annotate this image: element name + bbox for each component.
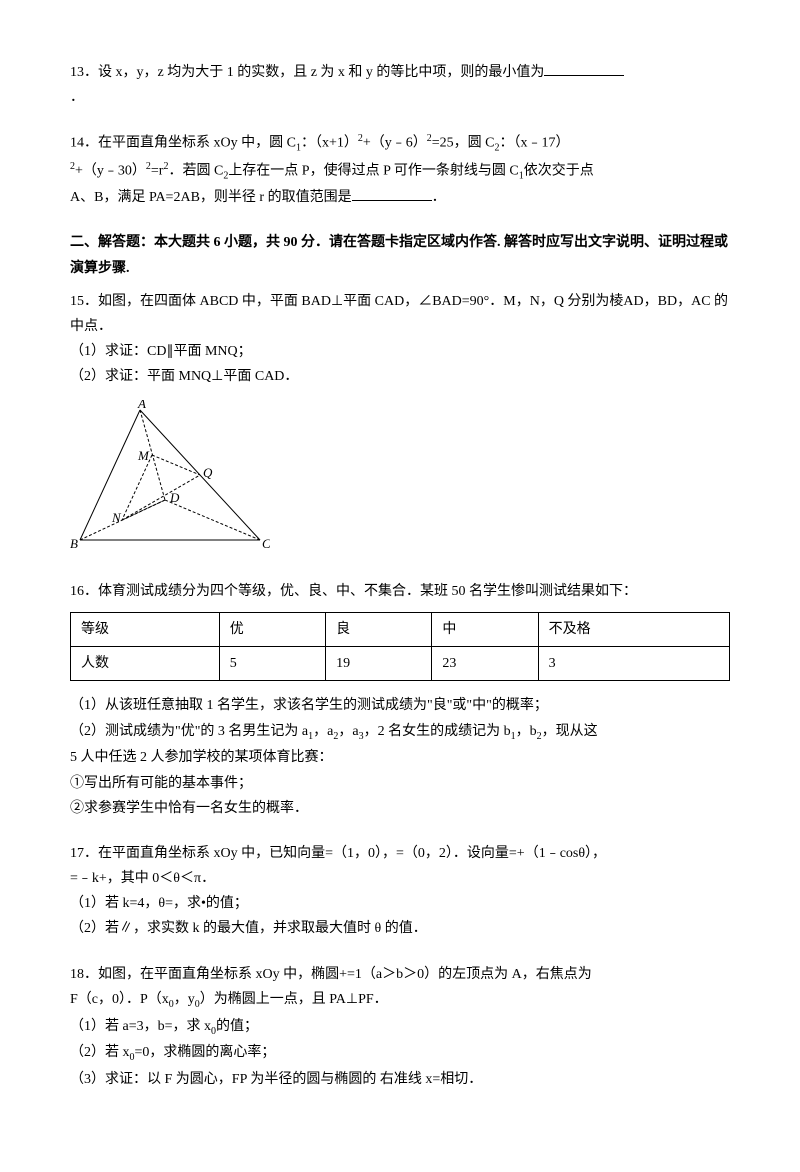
table-cell: 优 xyxy=(219,612,325,646)
q16-line1: 16．体育测试成绩分为四个等级，优、良、中、不集合．某班 50 名学生惨叫测试结… xyxy=(70,579,730,604)
q13-blank xyxy=(544,62,624,76)
q18-line1: 18．如图，在平面直角坐标系 xOy 中，椭圆+=1（a＞b＞0）的左顶点为 A… xyxy=(70,962,730,987)
q16-text: ，现从这 xyxy=(542,724,598,739)
label-C: C xyxy=(262,536,270,550)
q14-text: 14．在平面直角坐标系 xOy 中，圆 C xyxy=(70,136,296,151)
q16-sub1: （1）从该班任意抽取 1 名学生，求该名学生的测试成绩为"良"或"中"的概率； xyxy=(70,693,730,718)
q16-text: ，a xyxy=(338,724,358,739)
q14-text: ：（x+1） xyxy=(301,136,358,151)
question-16: 16．体育测试成绩分为四个等级，优、良、中、不集合．某班 50 名学生惨叫测试结… xyxy=(70,579,730,821)
table-cell: 5 xyxy=(219,647,325,681)
q14-text: =r xyxy=(151,163,164,178)
q16-sub2-line2: 5 人中任选 2 人参加学校的某项体育比赛： xyxy=(70,745,730,770)
section-2-title: 二、解答题：本大题共 6 小题，共 90 分．请在答题卡指定区域内作答. 解答时… xyxy=(70,230,730,280)
q14-trail: ． xyxy=(432,190,446,205)
tetrahedron-svg: A B C D M N Q xyxy=(70,400,270,550)
label-A: A xyxy=(137,400,146,411)
q15-diagram: A B C D M N Q xyxy=(70,400,730,559)
table-cell: 等级 xyxy=(71,612,220,646)
question-15: 15．如图，在四面体 ABCD 中，平面 BAD⊥平面 CAD，∠BAD=90°… xyxy=(70,289,730,559)
q18-line2: F（c，0）．P（x0，y0）为椭圆上一点，且 PA⊥PF． xyxy=(70,987,730,1014)
q15-line1: 15．如图，在四面体 ABCD 中，平面 BAD⊥平面 CAD，∠BAD=90°… xyxy=(70,289,730,339)
question-13: 13．设 x，y，z 均为大于 1 的实数，且 z 为 x 和 y 的等比中项，… xyxy=(70,60,730,110)
q18-sub1: （1）若 a=3，b=，求 x0的值； xyxy=(70,1014,730,1041)
q14-line3: A、B，满足 PA=2AB，则半径 r 的取值范围是 ． xyxy=(70,185,730,210)
q13-text: 13．设 x，y，z 均为大于 1 的实数，且 z 为 x 和 y 的等比中项，… xyxy=(70,65,544,80)
q18-text: （1）若 a=3，b=，求 x xyxy=(70,1019,211,1034)
q16-text: （2）测试成绩为"优"的 3 名男生记为 a xyxy=(70,724,308,739)
q18-sub2: （2）若 x0=0，求椭圆的离心率； xyxy=(70,1040,730,1067)
q14-text: A、B，满足 PA=2AB，则半径 r 的取值范围是 xyxy=(70,190,352,205)
q16-text: ，a xyxy=(313,724,333,739)
q17-line1: 17．在平面直角坐标系 xOy 中，已知向量=（1，0），=（0，2）．设向量=… xyxy=(70,841,730,866)
q14-text: +（y﹣30） xyxy=(75,163,146,178)
table-cell: 良 xyxy=(326,612,432,646)
q14-text: 依次交于点 xyxy=(524,163,594,178)
q16-text: ，2 名女生的成绩记为 b xyxy=(364,724,511,739)
question-18: 18．如图，在平面直角坐标系 xOy 中，椭圆+=1（a＞b＞0）的左顶点为 A… xyxy=(70,962,730,1093)
label-Q: Q xyxy=(203,465,213,480)
q18-text: ）为椭圆上一点，且 PA⊥PF． xyxy=(200,992,388,1007)
table-row: 人数 5 19 23 3 xyxy=(71,647,730,681)
table-cell: 不及格 xyxy=(538,612,729,646)
label-B: B xyxy=(70,536,78,550)
q16-sub2-2: ②求参赛学生中恰有一名女生的概率． xyxy=(70,796,730,821)
q14-text: =25，圆 C xyxy=(432,136,495,151)
label-N: N xyxy=(111,510,122,525)
q18-text: （2）若 x xyxy=(70,1045,130,1060)
table-cell: 19 xyxy=(326,647,432,681)
label-D: D xyxy=(169,490,180,505)
q16-sub2-1: ①写出所有可能的基本事件； xyxy=(70,771,730,796)
q14-line1: 14．在平面直角坐标系 xOy 中，圆 C1：（x+1）2+（y﹣6）2=25，… xyxy=(70,130,730,157)
q13-trail: ． xyxy=(70,85,730,110)
question-14: 14．在平面直角坐标系 xOy 中，圆 C1：（x+1）2+（y﹣6）2=25，… xyxy=(70,130,730,210)
q14-text: 上存在一点 P，使得过点 P 可作一条射线与圆 C xyxy=(228,163,518,178)
question-17: 17．在平面直角坐标系 xOy 中，已知向量=（1，0），=（0，2）．设向量=… xyxy=(70,841,730,942)
q18-text: =0，求椭圆的离心率； xyxy=(135,1045,276,1060)
q14-text: ．若圆 C xyxy=(168,163,223,178)
q16-text: ，b xyxy=(516,724,537,739)
q15-sub2: （2）求证：平面 MNQ⊥平面 CAD． xyxy=(70,364,730,389)
q18-text: ，y xyxy=(174,992,195,1007)
table-cell: 23 xyxy=(432,647,538,681)
q18-text: 的值； xyxy=(216,1019,258,1034)
q16-table: 等级 优 良 中 不及格 人数 5 19 23 3 xyxy=(70,612,730,681)
q18-sub3: （3）求证：以 F 为圆心，FP 为半径的圆与椭圆的 右准线 x=相切． xyxy=(70,1067,730,1092)
q17-line2: =﹣k+，其中 0＜θ＜π． xyxy=(70,866,730,891)
q14-blank xyxy=(352,187,432,201)
q14-text: +（y﹣6） xyxy=(363,136,427,151)
label-M: M xyxy=(137,448,150,463)
q17-sub2: （2）若∥，求实数 k 的最大值，并求取最大值时 θ 的值． xyxy=(70,916,730,941)
q16-sub2: （2）测试成绩为"优"的 3 名男生记为 a1，a2，a3，2 名女生的成绩记为… xyxy=(70,719,730,746)
q14-line2: 2+（y﹣30）2=r2．若圆 C2上存在一点 P，使得过点 P 可作一条射线与… xyxy=(70,158,730,185)
q14-text: ：（x﹣17） xyxy=(500,136,570,151)
table-row: 等级 优 良 中 不及格 xyxy=(71,612,730,646)
table-cell: 中 xyxy=(432,612,538,646)
q15-sub1: （1）求证：CD∥平面 MNQ； xyxy=(70,339,730,364)
table-cell: 3 xyxy=(538,647,729,681)
q17-sub1: （1）若 k=4，θ=，求•的值； xyxy=(70,891,730,916)
q18-text: F（c，0）．P（x xyxy=(70,992,169,1007)
table-cell: 人数 xyxy=(71,647,220,681)
